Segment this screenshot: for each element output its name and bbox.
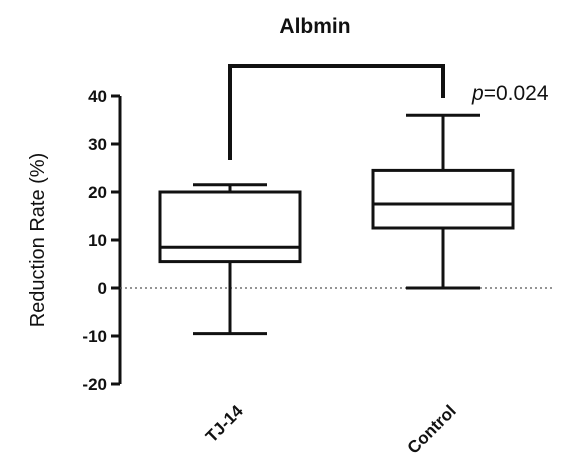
chart-title: Albmin	[279, 15, 350, 38]
p-value-text: =0.024	[484, 82, 549, 105]
box-control	[371, 113, 515, 290]
p-value-prefix: p	[471, 82, 484, 105]
box-tj-14	[158, 183, 302, 336]
box-iqr	[158, 190, 302, 264]
y-tick-label: 10	[88, 231, 107, 250]
x-category-label: Control	[404, 401, 460, 457]
y-tick-label: 0	[98, 279, 107, 298]
y-axis-label: Reduction Rate (%)	[27, 153, 49, 328]
p-value-annotation: p=0.024	[471, 82, 549, 105]
x-axis-categories: TJ-14 Control	[202, 401, 460, 458]
y-tick-label: -20	[82, 375, 107, 394]
y-tick-label: 40	[88, 87, 107, 106]
significance-bracket-line	[228, 64, 445, 160]
boxes	[158, 113, 515, 336]
significance-bracket	[228, 64, 445, 160]
y-axis: 40 30 20 10 0 -10 -20	[82, 87, 122, 394]
y-tick-label: 30	[88, 135, 107, 154]
y-tick-label: 20	[88, 183, 107, 202]
box-iqr	[371, 168, 515, 230]
x-category-label: TJ-14	[202, 401, 247, 446]
y-tick-label: -10	[82, 327, 107, 346]
